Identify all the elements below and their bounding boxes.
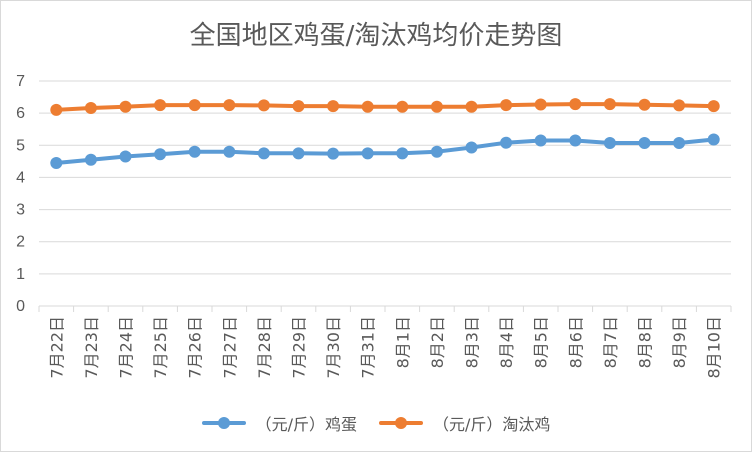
y-tick-label: 0 xyxy=(16,298,25,315)
x-tick-label: 7月27日 xyxy=(220,316,239,379)
data-point xyxy=(292,100,305,113)
data-point xyxy=(188,145,201,158)
data-point xyxy=(292,147,305,160)
data-point xyxy=(430,100,443,113)
data-point xyxy=(707,100,720,113)
data-point xyxy=(638,137,651,150)
x-tick-label: 8月3日 xyxy=(463,316,482,368)
data-point xyxy=(465,100,478,113)
data-point xyxy=(603,98,616,111)
data-point xyxy=(465,141,478,154)
x-tick-label: 7月24日 xyxy=(117,316,136,379)
x-tick-label: 7月25日 xyxy=(151,316,170,379)
data-point xyxy=(50,156,63,169)
data-point xyxy=(361,147,374,160)
x-tick-label: 7月22日 xyxy=(47,316,66,379)
data-point xyxy=(500,136,513,149)
plot-area: 0 1 2 3 4 5 6 7 7月22日 7月23日 7月24日 7月25日 7月26日 7月27日 7月… xyxy=(16,73,732,379)
data-point xyxy=(569,134,582,147)
x-tick-label: 8月5日 xyxy=(532,316,551,368)
data-point xyxy=(119,100,132,113)
legend-swatch-eggs xyxy=(201,417,246,429)
data-point xyxy=(119,150,132,163)
x-tick-label: 7月31日 xyxy=(359,316,378,379)
data-point xyxy=(154,148,167,161)
x-tick-label: 7月29日 xyxy=(290,316,309,379)
data-point xyxy=(327,100,340,113)
x-tick-label: 8月2日 xyxy=(428,316,447,368)
x-tick-label: 8月8日 xyxy=(636,316,655,368)
data-point xyxy=(50,103,63,116)
x-tick-label: 8月4日 xyxy=(497,316,516,368)
legend-item-eggs: （元/斤）鸡蛋 xyxy=(201,411,357,435)
data-point xyxy=(257,99,270,112)
x-tick-label: 7月30日 xyxy=(324,316,343,379)
y-tick-label: 6 xyxy=(16,105,25,122)
data-point xyxy=(361,100,374,113)
legend: （元/斤）鸡蛋 （元/斤）淘汰鸡 xyxy=(1,410,751,436)
legend-item-culled-hens: （元/斤）淘汰鸡 xyxy=(379,411,550,435)
data-point xyxy=(500,99,513,112)
data-point xyxy=(257,147,270,160)
x-tick-label: 8月1日 xyxy=(393,316,412,368)
data-point xyxy=(223,145,236,158)
legend-swatch-culled-hens xyxy=(379,417,423,429)
data-point xyxy=(673,137,686,150)
x-tick-label: 8月9日 xyxy=(670,316,689,368)
data-point xyxy=(84,102,97,114)
x-tick-label: 8月7日 xyxy=(601,316,620,368)
y-tick-label: 5 xyxy=(16,137,25,154)
data-point xyxy=(396,100,409,113)
data-point xyxy=(430,145,443,158)
data-point xyxy=(84,153,97,166)
data-point xyxy=(188,99,201,112)
data-point xyxy=(223,99,236,112)
data-point xyxy=(534,134,547,147)
legend-label-eggs: （元/斤）鸡蛋 xyxy=(255,415,357,434)
y-tick-label: 7 xyxy=(16,73,25,90)
y-tick-label: 2 xyxy=(16,234,25,251)
x-tick-label: 7月28日 xyxy=(255,316,274,379)
data-point xyxy=(154,99,167,112)
data-point xyxy=(569,98,582,111)
data-point xyxy=(534,98,547,111)
data-point xyxy=(603,137,616,150)
x-tick-label: 8月6日 xyxy=(566,316,585,368)
data-point xyxy=(673,99,686,112)
y-tick-label: 1 xyxy=(16,266,25,283)
y-tick-label: 3 xyxy=(16,202,25,219)
data-point xyxy=(707,133,720,146)
data-point xyxy=(638,98,651,111)
legend-label-culled-hens: （元/斤）淘汰鸡 xyxy=(433,415,551,434)
y-tick-label: 4 xyxy=(16,169,25,186)
x-tick-label: 7月26日 xyxy=(186,316,205,379)
x-tick-label: 8月10日 xyxy=(705,316,724,379)
data-point xyxy=(327,147,340,160)
chart-title: 全国地区鸡蛋/淘汰鸡均价走势图 xyxy=(189,21,563,51)
data-point xyxy=(396,147,409,160)
x-tick-label: 7月23日 xyxy=(82,316,101,379)
